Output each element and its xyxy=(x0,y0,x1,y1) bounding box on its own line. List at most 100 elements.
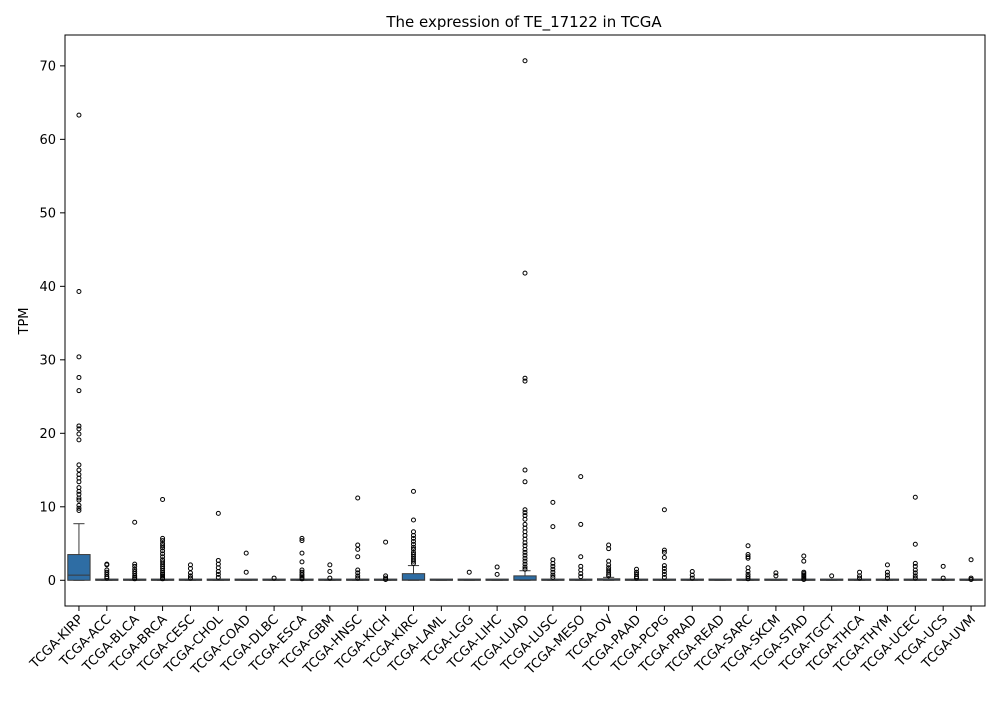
outlier-point xyxy=(76,388,82,394)
box-group xyxy=(67,112,91,581)
outlier-point xyxy=(550,524,556,530)
outlier-point xyxy=(355,554,361,560)
outlier-point xyxy=(884,572,890,578)
outlier-point xyxy=(550,560,556,566)
outlier-point xyxy=(215,571,221,577)
y-axis: 0 10 20 30 40 50 60 70 xyxy=(39,59,65,589)
outlier-point xyxy=(912,575,918,581)
box-group xyxy=(652,507,677,581)
outlier-point xyxy=(745,574,751,580)
outlier-point xyxy=(76,497,82,503)
outlier-point xyxy=(215,568,221,574)
outlier-point xyxy=(912,494,918,500)
outlier-point xyxy=(160,545,166,551)
outlier-point xyxy=(355,573,361,579)
outlier-point xyxy=(773,573,779,579)
outlier-point xyxy=(522,558,528,564)
outlier-point xyxy=(522,507,528,513)
outlier-point xyxy=(76,495,82,501)
outlier-point xyxy=(522,555,528,561)
outlier-point xyxy=(634,566,640,572)
outlier-point xyxy=(606,573,612,579)
outlier-point xyxy=(661,571,667,577)
outlier-point xyxy=(132,563,138,569)
outlier-point xyxy=(606,562,612,568)
y-tick-label: 60 xyxy=(39,133,56,148)
outlier-point xyxy=(661,568,667,574)
box-group xyxy=(401,488,426,581)
outlier-point xyxy=(76,374,82,380)
outlier-point xyxy=(215,510,221,516)
outlier-point xyxy=(912,560,918,566)
box-body xyxy=(401,573,426,581)
outlier-point xyxy=(410,488,416,494)
box-group xyxy=(513,58,537,581)
outlier-point xyxy=(912,573,918,579)
outlier-point xyxy=(355,542,361,548)
outlier-point xyxy=(661,554,667,560)
box-body xyxy=(67,554,91,581)
outlier-point xyxy=(968,577,974,583)
box-group xyxy=(541,499,565,581)
outlier-point xyxy=(745,576,751,582)
outlier-point xyxy=(160,551,166,557)
outlier-point xyxy=(884,562,890,568)
outlier-point xyxy=(912,541,918,547)
outlier-point xyxy=(383,539,389,545)
outlier-point xyxy=(327,575,333,581)
box-group xyxy=(820,573,844,581)
outlier-point xyxy=(355,570,361,576)
outlier-point xyxy=(76,431,82,437)
outlier-point xyxy=(132,519,138,525)
outlier-point xyxy=(76,462,82,468)
outlier-point xyxy=(550,569,556,575)
box-group xyxy=(178,562,203,581)
outlier-point xyxy=(522,58,528,64)
y-tick-label: 30 xyxy=(39,353,56,368)
outlier-point xyxy=(187,575,193,581)
outlier-point xyxy=(76,479,82,485)
outlier-point xyxy=(884,569,890,575)
box-group xyxy=(736,543,760,582)
box-group xyxy=(596,542,621,581)
box-group xyxy=(569,474,593,581)
outlier-point xyxy=(410,546,416,552)
outlier-point xyxy=(187,570,193,576)
outlier-point xyxy=(940,563,946,569)
box-group xyxy=(931,563,955,581)
outlier-point xyxy=(661,507,667,513)
box-group xyxy=(373,539,398,583)
outlier-point xyxy=(271,575,277,581)
outlier-point xyxy=(689,572,695,578)
outlier-point xyxy=(76,112,82,118)
outlier-point xyxy=(522,540,528,546)
box-group xyxy=(903,494,927,581)
outlier-point xyxy=(912,570,918,576)
outlier-point xyxy=(661,574,667,580)
box-group xyxy=(764,570,788,581)
outlier-point xyxy=(522,552,528,558)
outlier-point xyxy=(243,550,249,556)
outlier-point xyxy=(410,532,416,538)
outlier-point xyxy=(550,499,556,505)
outlier-point xyxy=(745,568,751,574)
outlier-point xyxy=(606,546,612,552)
outlier-point xyxy=(76,488,82,494)
outlier-point xyxy=(689,575,695,581)
outlier-point xyxy=(76,426,82,432)
outlier-point xyxy=(215,574,221,580)
outlier-point xyxy=(801,553,807,559)
outlier-point xyxy=(187,573,193,579)
outlier-point xyxy=(160,576,166,582)
outlier-point xyxy=(327,568,333,574)
outlier-point xyxy=(522,467,528,473)
outlier-point xyxy=(522,375,528,381)
outlier-point xyxy=(745,555,751,561)
x-axis: TCGA-KIRPTCGA-ACCTCGA-BLCATCGA-BRCATCGA-… xyxy=(27,606,979,678)
box-group xyxy=(875,562,900,581)
chart-marks xyxy=(67,58,983,583)
box-group xyxy=(150,496,175,582)
outlier-point xyxy=(76,502,82,508)
outlier-point xyxy=(884,575,890,581)
